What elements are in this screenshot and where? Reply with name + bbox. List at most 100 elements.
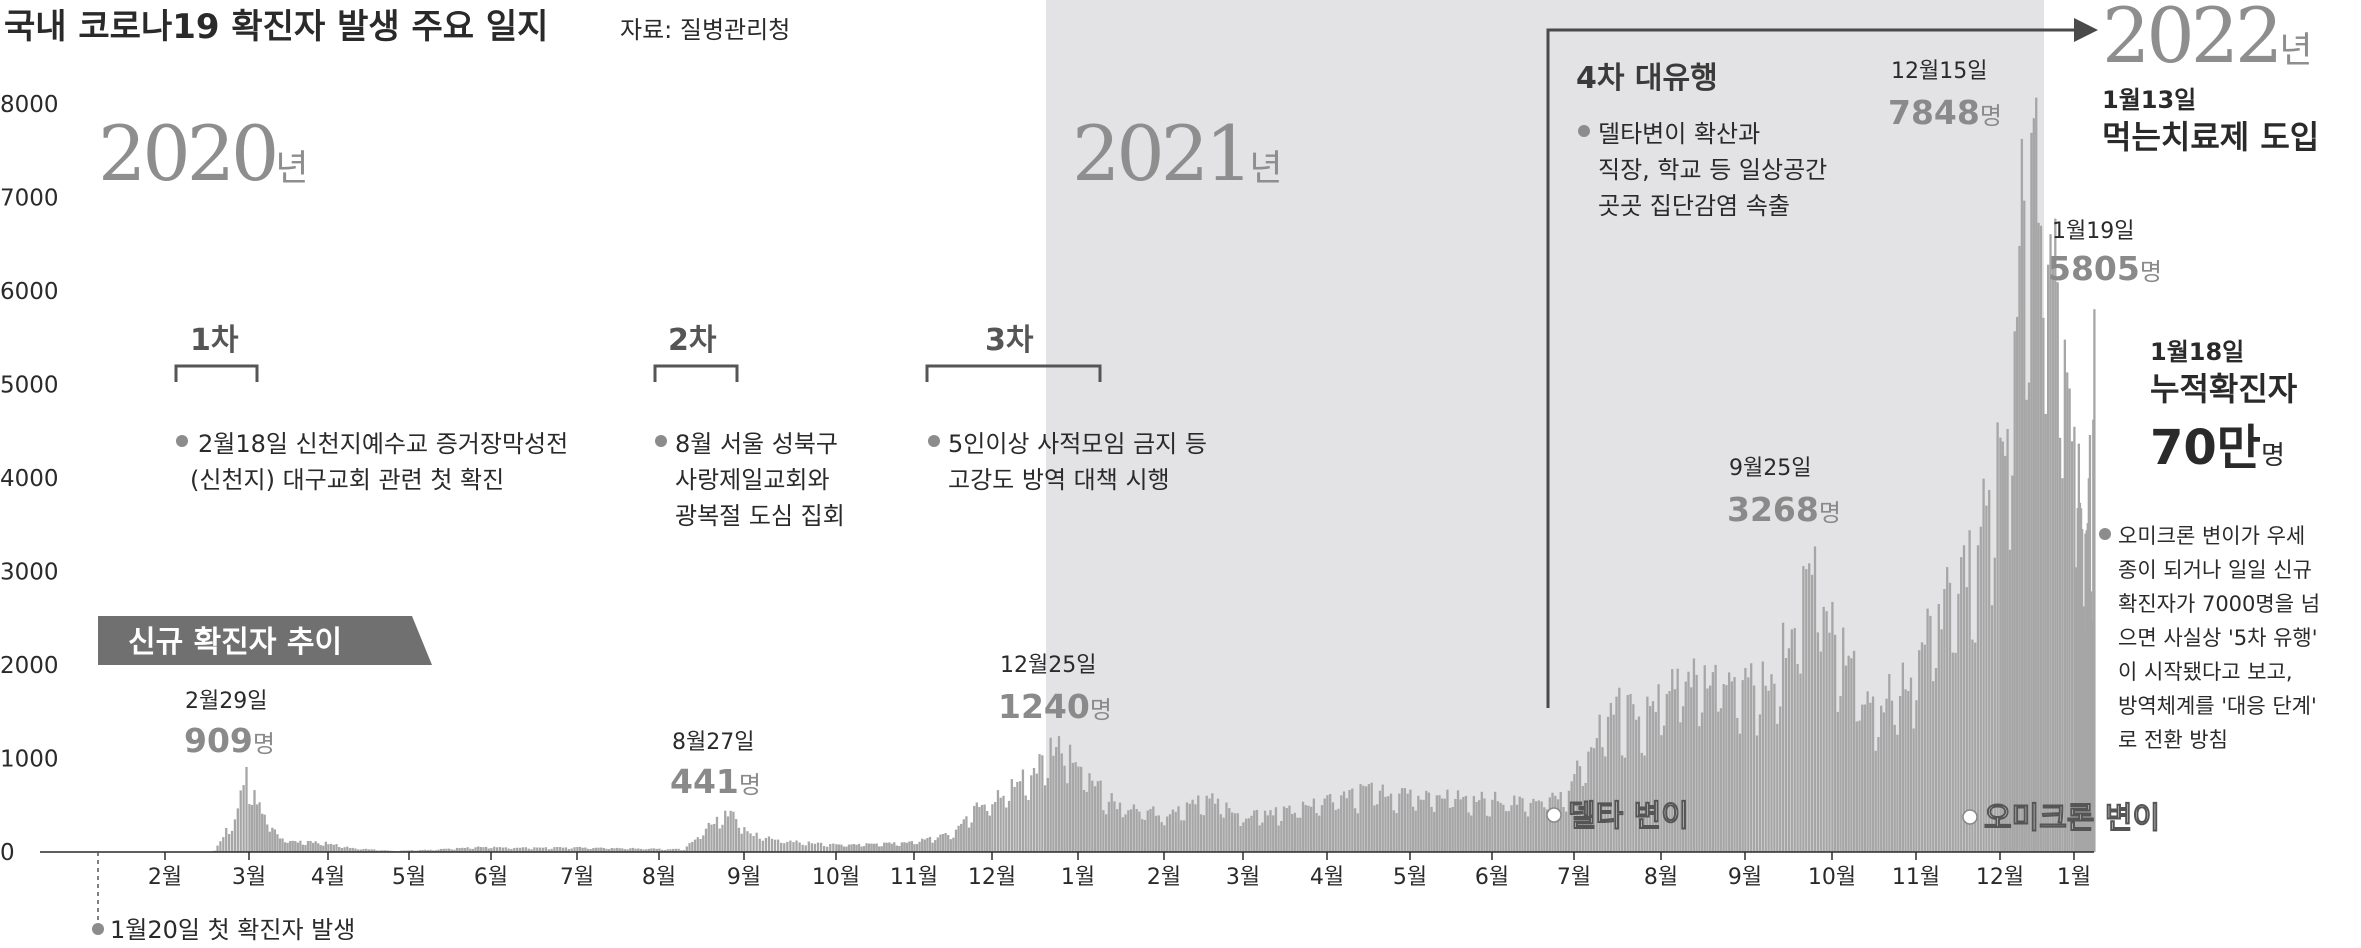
x-tick-label: 6월 <box>1475 865 1509 890</box>
cumulative-label: 누적확진자 <box>2150 370 2298 408</box>
daily-case-bar <box>2045 414 2047 852</box>
daily-case-bar <box>1532 799 1534 852</box>
daily-case-bar <box>1747 677 1749 852</box>
daily-case-bar <box>976 803 978 853</box>
daily-case-bar <box>817 843 819 852</box>
daily-case-bar <box>1362 786 1364 852</box>
daily-case-bar <box>786 842 788 852</box>
daily-case-bar <box>1180 820 1182 852</box>
daily-case-bar <box>850 844 852 852</box>
x-tick-label: 3월 <box>1226 865 1260 890</box>
daily-case-bar <box>1113 801 1115 852</box>
daily-case-bar <box>1565 812 1567 852</box>
peak-value: 909명 <box>184 721 275 760</box>
daily-case-bar <box>307 841 309 852</box>
daily-case-bar <box>1008 801 1010 852</box>
daily-case-bar <box>730 811 732 852</box>
daily-case-bar <box>1332 802 1334 852</box>
daily-case-bar <box>2028 383 2030 852</box>
daily-case-bar <box>256 804 258 852</box>
daily-case-bar <box>477 847 479 853</box>
daily-case-bar <box>1478 800 1480 852</box>
daily-case-bar <box>1808 563 1810 852</box>
daily-case-bar <box>1163 825 1165 852</box>
cumulative-date: 1월18일 <box>2150 338 2244 366</box>
daily-case-bar <box>2059 438 2061 852</box>
daily-case-bar <box>1152 806 1154 852</box>
daily-case-bar <box>1753 686 1755 853</box>
event-seongbuk: 8월 서울 성북구 사랑제일교회와 광복절 도심 집회 <box>655 430 845 530</box>
daily-case-bar <box>1773 684 1775 852</box>
daily-case-bar <box>1924 645 1926 852</box>
daily-case-bar <box>2030 133 2032 852</box>
daily-case-bar <box>2047 265 2049 852</box>
x-tick-label: 8월 <box>1644 865 1678 890</box>
daily-case-bar <box>840 845 842 852</box>
daily-case-bar <box>1069 745 1071 852</box>
daily-case-bar <box>1127 810 1129 852</box>
bullet-dot-icon <box>928 435 940 447</box>
daily-case-bar <box>1206 796 1208 852</box>
daily-case-bar <box>322 846 324 852</box>
daily-case-bar <box>741 834 743 852</box>
daily-case-bar <box>911 841 913 852</box>
x-tick-label: 4월 <box>311 865 345 890</box>
wave1-label: 1차 <box>190 323 239 358</box>
daily-case-bar <box>795 841 797 853</box>
daily-case-bar <box>1357 813 1359 852</box>
daily-case-bar <box>1535 801 1537 852</box>
delta-variant-marker: 델타 변이 <box>1547 799 1689 834</box>
x-tick-label: 4월 <box>1310 865 1344 890</box>
daily-case-bar <box>823 846 825 852</box>
daily-case-bar <box>743 827 745 852</box>
daily-case-bar <box>829 844 831 852</box>
daily-case-bar <box>1052 756 1054 852</box>
daily-case-bar <box>1197 796 1199 853</box>
daily-case-bar <box>1899 696 1901 852</box>
daily-case-bar <box>798 843 800 853</box>
daily-case-bar <box>1891 701 1893 852</box>
daily-case-bar <box>1302 802 1304 852</box>
daily-case-bar <box>1982 479 1984 852</box>
daily-case-bar <box>1390 794 1392 852</box>
daily-case-bar <box>2071 441 2073 852</box>
daily-case-bar <box>234 819 236 852</box>
daily-case-bar <box>1695 675 1697 852</box>
event-third-line1: 5인이상 사적모임 금지 등 <box>948 430 1207 458</box>
omicron-note-line: 이 시작됐다고 보고, <box>2118 660 2293 684</box>
daily-case-bar <box>1470 816 1472 853</box>
daily-case-bar <box>325 842 327 852</box>
x-tick-label: 5월 <box>392 865 426 890</box>
daily-case-bar <box>908 842 910 853</box>
daily-case-bar <box>1823 607 1825 852</box>
daily-case-bar <box>1406 794 1408 852</box>
daily-case-bar <box>225 828 227 852</box>
daily-case-bar <box>691 842 693 852</box>
daily-case-bar <box>240 790 242 852</box>
daily-case-bar <box>708 823 710 852</box>
daily-case-bar <box>746 831 748 852</box>
daily-case-bar <box>1267 815 1269 852</box>
daily-case-bar <box>2040 226 2042 852</box>
daily-case-bar <box>1483 799 1485 853</box>
daily-case-bar <box>1351 789 1353 853</box>
daily-case-bar <box>1742 680 1744 852</box>
omicron-variant-marker: 오미크론 변이 <box>1963 801 2160 836</box>
series-legend-tag: 신규 확진자 추이 <box>98 616 432 665</box>
daily-case-bar <box>713 824 715 852</box>
daily-case-bar <box>1072 763 1074 852</box>
wave2-bracket: 2차 <box>655 323 737 382</box>
daily-case-bar <box>1038 754 1040 852</box>
daily-case-bar <box>735 819 737 852</box>
daily-case-bar <box>2037 223 2039 852</box>
daily-case-bar <box>1779 707 1781 853</box>
daily-case-bar <box>1261 823 1263 852</box>
bullet-dot-icon <box>92 923 104 935</box>
daily-case-bar <box>1415 811 1417 852</box>
daily-case-bar <box>686 846 688 852</box>
daily-case-bar <box>1272 815 1274 852</box>
daily-case-bar <box>783 843 785 852</box>
daily-case-bar <box>1217 799 1219 852</box>
daily-case-bar <box>1733 677 1735 852</box>
